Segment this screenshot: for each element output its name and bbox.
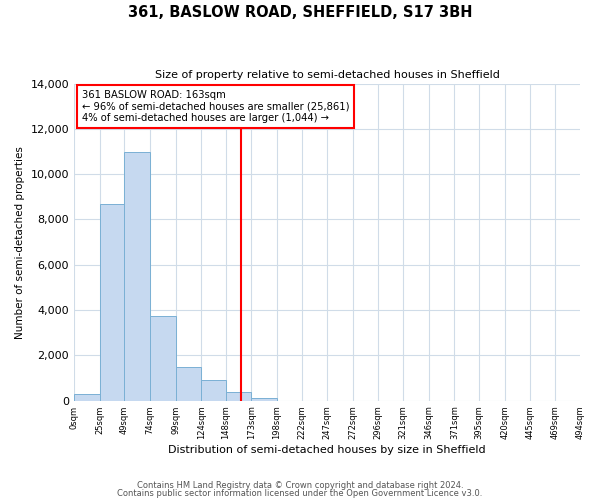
Bar <box>124 152 150 400</box>
Bar <box>74 394 100 400</box>
Text: Contains HM Land Registry data © Crown copyright and database right 2024.: Contains HM Land Registry data © Crown c… <box>137 481 463 490</box>
Bar <box>226 392 251 400</box>
Text: Contains public sector information licensed under the Open Government Licence v3: Contains public sector information licen… <box>118 488 482 498</box>
Bar <box>150 316 176 400</box>
Bar <box>100 204 124 400</box>
Title: Size of property relative to semi-detached houses in Sheffield: Size of property relative to semi-detach… <box>155 70 500 80</box>
X-axis label: Distribution of semi-detached houses by size in Sheffield: Distribution of semi-detached houses by … <box>169 445 486 455</box>
Y-axis label: Number of semi-detached properties: Number of semi-detached properties <box>15 146 25 338</box>
Text: 361 BASLOW ROAD: 163sqm
← 96% of semi-detached houses are smaller (25,861)
4% of: 361 BASLOW ROAD: 163sqm ← 96% of semi-de… <box>82 90 349 123</box>
Bar <box>251 398 277 400</box>
Bar <box>201 380 226 400</box>
Bar <box>176 366 201 400</box>
Text: 361, BASLOW ROAD, SHEFFIELD, S17 3BH: 361, BASLOW ROAD, SHEFFIELD, S17 3BH <box>128 5 472 20</box>
